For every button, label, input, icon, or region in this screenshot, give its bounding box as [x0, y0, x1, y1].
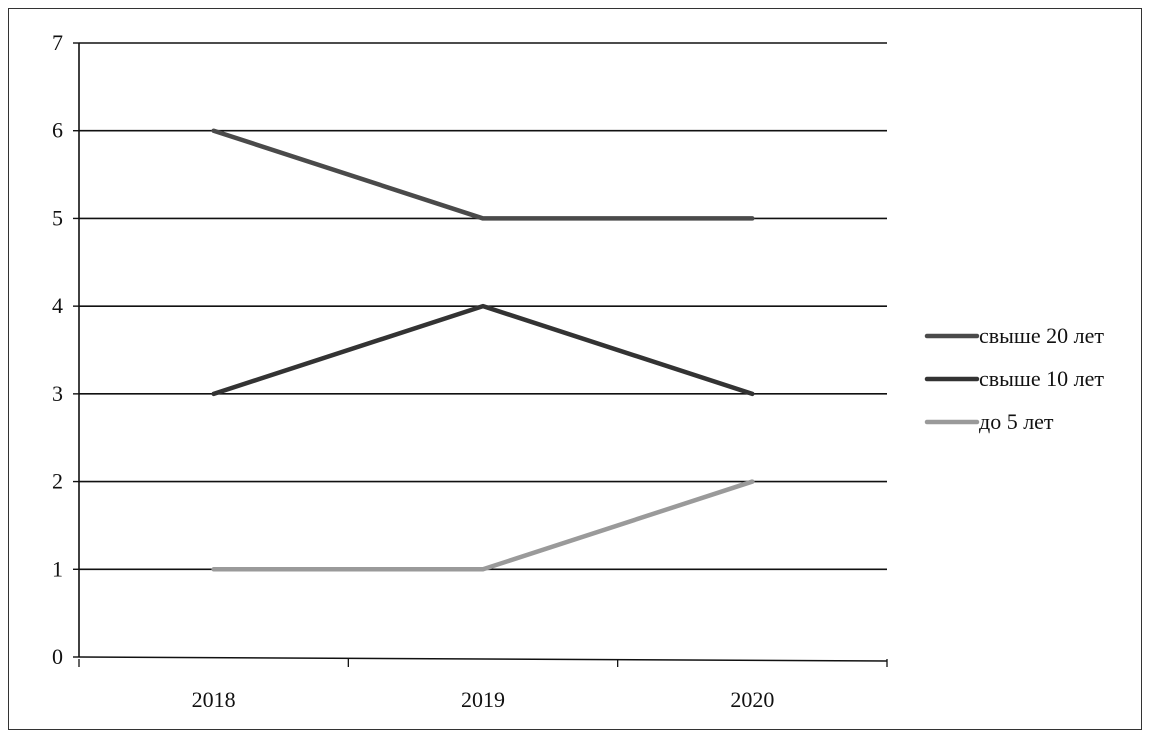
y-tick-label: 1 — [52, 556, 63, 581]
series-lines — [211, 128, 755, 572]
x-axis-ticks: 2018 2019 2020 — [78, 659, 888, 712]
axes — [78, 43, 888, 662]
x-tick-label: 2020 — [730, 687, 774, 712]
legend: свыше 20 лет свыше 10 лет до 5 лет — [924, 323, 1104, 434]
y-tick-label: 5 — [52, 205, 63, 230]
series-line-1 — [211, 303, 755, 397]
legend-label: до 5 лет — [979, 409, 1054, 434]
series-line-2 — [211, 479, 755, 572]
series-line-0 — [211, 128, 755, 221]
y-axis-ticks: 0 1 2 3 4 5 6 7 — [52, 30, 79, 669]
legend-label: свыше 20 лет — [979, 323, 1104, 348]
y-tick-label: 3 — [52, 381, 63, 406]
x-axis-line — [78, 656, 888, 662]
x-tick-label: 2018 — [192, 687, 236, 712]
y-tick-label: 7 — [52, 30, 63, 55]
y-tick-label: 2 — [52, 469, 63, 494]
x-tick-label: 2019 — [461, 687, 505, 712]
y-tick-label: 4 — [52, 293, 63, 318]
y-tick-label: 0 — [52, 644, 63, 669]
legend-label: свыше 10 лет — [979, 366, 1104, 391]
y-tick-label: 6 — [52, 118, 63, 143]
